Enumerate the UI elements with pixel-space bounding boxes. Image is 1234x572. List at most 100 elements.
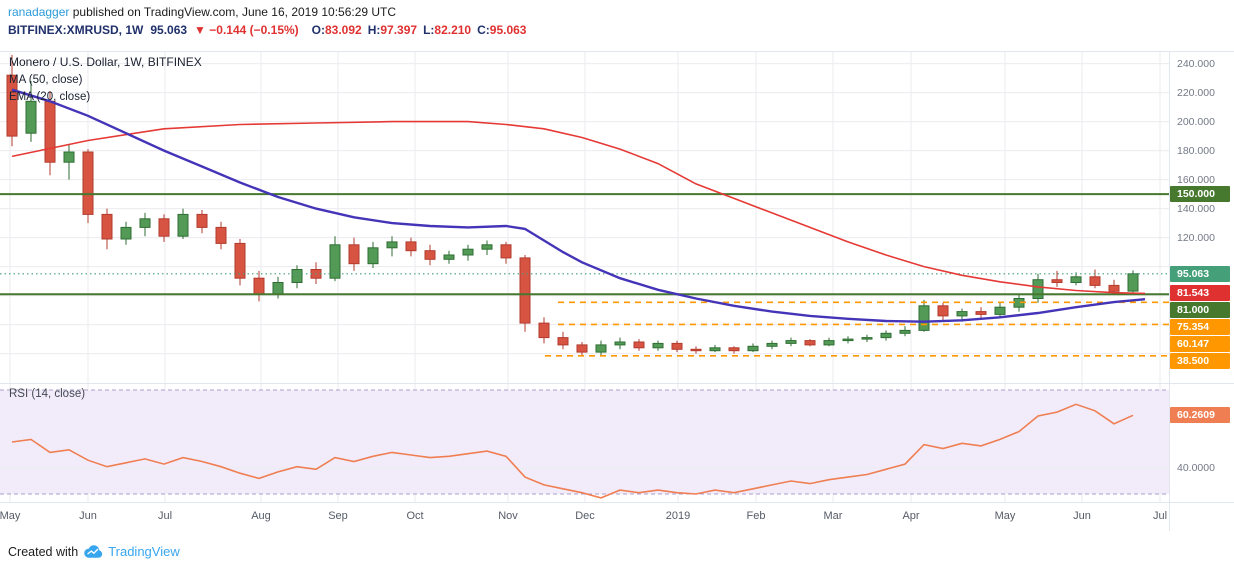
candle-body bbox=[196, 213, 208, 228]
candle-body bbox=[633, 341, 645, 349]
candle-body bbox=[747, 345, 759, 352]
price-tag-60.147: 60.147 bbox=[1170, 336, 1230, 353]
ohlc-value: 95.063 bbox=[489, 23, 527, 37]
rsi-band bbox=[0, 390, 1169, 494]
candle-body bbox=[842, 338, 854, 342]
last-price: 95.063 bbox=[150, 23, 188, 37]
rsi-legend: RSI (14, close) bbox=[9, 388, 86, 400]
header-divider bbox=[0, 51, 1234, 52]
candle-body bbox=[481, 244, 493, 250]
price-tick: 120.000 bbox=[1177, 231, 1215, 244]
candle-body bbox=[709, 347, 721, 352]
candle-body bbox=[462, 248, 474, 256]
ohlc-value: 83.092 bbox=[325, 23, 362, 37]
candle-body bbox=[500, 244, 512, 259]
price-tag-95.063: 95.063 bbox=[1170, 265, 1230, 282]
price-tick: 220.000 bbox=[1177, 86, 1215, 99]
ema20-line[interactable] bbox=[11, 88, 1146, 323]
candle-body bbox=[101, 213, 113, 240]
candle-body bbox=[25, 100, 37, 134]
price-tick: 200.000 bbox=[1177, 115, 1215, 128]
ma50-line[interactable] bbox=[11, 120, 1146, 295]
price-change: ▼ −0.144 (−0.15%) bbox=[194, 23, 299, 37]
publish-info: published on TradingView.com, June 16, 2… bbox=[69, 5, 397, 19]
ohlc-key: O: bbox=[311, 23, 325, 37]
time-axis-label: Jul bbox=[1152, 510, 1168, 522]
time-axis-label: Apr bbox=[902, 510, 920, 522]
symbol-title[interactable]: BITFINEX:XMRUSD, 1W bbox=[8, 23, 144, 37]
candle-body bbox=[253, 277, 265, 295]
candle-body bbox=[538, 322, 550, 339]
time-axis-label: 2019 bbox=[665, 510, 691, 522]
time-axis-scale[interactable]: May Jun Jul Aug Sep Oct Nov Dec 2019 Feb Mar Apr May… bbox=[0, 503, 1169, 531]
candle-body bbox=[443, 254, 455, 260]
candle-body bbox=[937, 305, 949, 317]
rsi-value-tag: 60.2609 bbox=[1170, 407, 1230, 424]
candle-body bbox=[1051, 279, 1063, 283]
time-axis-label: Dec bbox=[575, 510, 595, 522]
candle-body bbox=[652, 342, 664, 349]
price-axis-scale[interactable]: 240.000 220.000 200.000 180.000 160.000 140.0… bbox=[1170, 52, 1234, 502]
price-tag-38.500: 38.500 bbox=[1170, 353, 1230, 370]
candle-body bbox=[899, 329, 911, 334]
price-pane-chart[interactable] bbox=[0, 52, 1169, 383]
candle-body bbox=[918, 305, 930, 331]
rsi-line[interactable] bbox=[11, 403, 1134, 499]
candle-body bbox=[272, 282, 284, 295]
time-axis-label: Jul bbox=[157, 510, 173, 522]
time-axis-label: Jun bbox=[79, 510, 97, 522]
candle-body bbox=[291, 269, 303, 283]
candle-body bbox=[519, 257, 531, 324]
time-axis-divider bbox=[0, 502, 1234, 503]
ohlc-key: L: bbox=[423, 23, 435, 37]
candle-body bbox=[139, 218, 151, 228]
candle-body bbox=[557, 337, 569, 346]
time-axis-label: Sep bbox=[328, 510, 348, 522]
time-axis-label: Jun bbox=[1073, 510, 1091, 522]
rsi-tick: 40.0000 bbox=[1177, 462, 1215, 474]
candle-body bbox=[177, 213, 189, 237]
publisher-link[interactable]: ranadagger bbox=[8, 5, 70, 19]
price-tick: 180.000 bbox=[1177, 144, 1215, 157]
candle-body bbox=[576, 344, 588, 353]
price-tag-150.000: 150.000 bbox=[1170, 186, 1230, 203]
candle-body bbox=[44, 100, 56, 163]
candle-body bbox=[424, 250, 436, 260]
price-axis-divider bbox=[1169, 52, 1170, 531]
price-tick: 160.000 bbox=[1177, 173, 1215, 186]
candle-body bbox=[804, 340, 816, 346]
symbol-header: BITFINEX:XMRUSD, 1W 95.063 ▼ −0.144 (−0.15… bbox=[8, 23, 526, 37]
ohlc-value: 82.210 bbox=[434, 23, 472, 37]
candle-body bbox=[1070, 276, 1082, 284]
tradingview-brand-link[interactable]: TradingView bbox=[108, 544, 180, 559]
price-tag-81.543: 81.543 bbox=[1170, 285, 1230, 302]
candle-body bbox=[405, 241, 417, 252]
candle-body bbox=[671, 342, 683, 350]
ohlc-value: 97.397 bbox=[380, 23, 418, 37]
candle-body bbox=[1108, 284, 1120, 292]
candle-body bbox=[1127, 273, 1139, 292]
candle-body bbox=[158, 218, 170, 237]
candle-body bbox=[956, 311, 968, 317]
rsi-pane-chart[interactable] bbox=[0, 384, 1169, 502]
candle-body bbox=[6, 74, 18, 137]
candle-body bbox=[329, 244, 341, 279]
candle-body bbox=[1032, 279, 1044, 299]
time-axis-label: Aug bbox=[251, 510, 271, 522]
created-with-label: Created with bbox=[8, 544, 79, 559]
time-axis-label: Nov bbox=[498, 510, 518, 522]
candle-body bbox=[728, 347, 740, 352]
ohlc-values: O:83.092 H:97.397 L:82.210 C:95.063 bbox=[306, 23, 527, 37]
time-axis-label: Mar bbox=[823, 510, 843, 522]
candle-body bbox=[1089, 276, 1101, 286]
candle-body bbox=[994, 306, 1006, 315]
price-tick: 240.000 bbox=[1177, 57, 1215, 70]
candle-body bbox=[367, 247, 379, 265]
ohlc-key: H: bbox=[367, 23, 381, 37]
candle-body bbox=[234, 242, 246, 279]
candle-body bbox=[823, 340, 835, 346]
price-tag-75.354: 75.354 bbox=[1170, 319, 1230, 336]
candle-body bbox=[63, 151, 75, 163]
candle-body bbox=[975, 311, 987, 315]
